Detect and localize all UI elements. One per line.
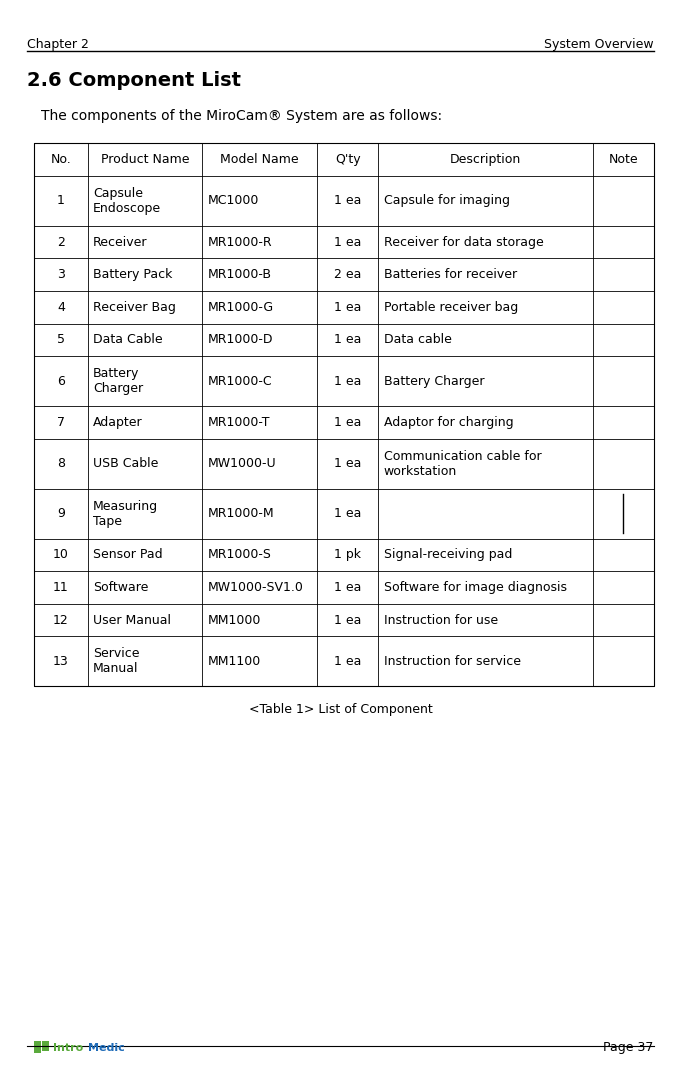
Text: 1: 1 [57,194,65,207]
Text: 1 pk: 1 pk [334,548,361,561]
Text: Instruction for service: Instruction for service [384,655,521,668]
Text: 2: 2 [57,236,65,249]
Text: User Manual: User Manual [93,614,171,627]
Text: MM1100: MM1100 [208,655,261,668]
Text: Medic: Medic [88,1043,125,1052]
Text: 1 ea: 1 ea [334,236,362,249]
Text: 3: 3 [57,268,65,281]
Text: Note: Note [608,153,638,166]
Text: No.: No. [50,153,72,166]
Text: Batteries for receiver: Batteries for receiver [384,268,517,281]
Text: MR1000-R: MR1000-R [208,236,272,249]
Text: MR1000-G: MR1000-G [208,301,274,314]
Text: Chapter 2: Chapter 2 [27,38,89,51]
Text: 9: 9 [57,507,65,520]
Text: MW1000-SV1.0: MW1000-SV1.0 [208,581,304,594]
Text: 1 ea: 1 ea [334,194,362,207]
Text: Service
Manual: Service Manual [93,647,140,675]
Text: Portable receiver bag: Portable receiver bag [384,301,518,314]
Text: MR1000-C: MR1000-C [208,375,272,388]
Text: MM1000: MM1000 [208,614,262,627]
Text: MW1000-U: MW1000-U [208,457,276,470]
Text: MR1000-T: MR1000-T [208,416,270,429]
Text: 4: 4 [57,301,65,314]
Bar [42,1041,48,1050]
Text: System Overview: System Overview [544,38,654,51]
Text: Receiver: Receiver [93,236,148,249]
Text: Software: Software [93,581,148,594]
Text: Adaptor for charging: Adaptor for charging [384,416,513,429]
Text: Signal-receiving pad: Signal-receiving pad [384,548,512,561]
Text: Receiver Bag: Receiver Bag [93,301,176,314]
Text: MR1000-M: MR1000-M [208,507,274,520]
Bar [34,1041,41,1053]
Text: Data Cable: Data Cable [93,333,163,346]
Text: Software for image diagnosis: Software for image diagnosis [384,581,567,594]
Text: 7: 7 [57,416,65,429]
Text: 2 ea: 2 ea [334,268,362,281]
Text: 1 ea: 1 ea [334,581,362,594]
Text: Communication cable for
workstation: Communication cable for workstation [384,450,541,478]
Text: MR1000-S: MR1000-S [208,548,272,561]
Text: 1 ea: 1 ea [334,614,362,627]
Text: 6: 6 [57,375,65,388]
Text: Capsule
Endoscope: Capsule Endoscope [93,187,161,215]
Text: Adapter: Adapter [93,416,143,429]
Text: Model Name: Model Name [221,153,299,166]
Text: 13: 13 [53,655,69,668]
Text: 1 ea: 1 ea [334,416,362,429]
Text: USB Cable: USB Cable [93,457,159,470]
Text: <Table 1> List of Component: <Table 1> List of Component [249,703,432,716]
Text: 1 ea: 1 ea [334,457,362,470]
Text: 12: 12 [53,614,69,627]
Text: Description: Description [450,153,521,166]
Text: 1 ea: 1 ea [334,375,362,388]
Text: MR1000-D: MR1000-D [208,333,273,346]
Bar [34,143,654,686]
Text: The components of the MiroCam® System are as follows:: The components of the MiroCam® System ar… [41,109,442,123]
Text: 10: 10 [53,548,69,561]
Text: Q'ty: Q'ty [335,153,360,166]
Text: 1 ea: 1 ea [334,655,362,668]
Text: Page 37: Page 37 [603,1041,654,1055]
Text: Battery Charger: Battery Charger [384,375,484,388]
Text: 8: 8 [57,457,65,470]
Text: Product Name: Product Name [101,153,189,166]
Text: 5: 5 [57,333,65,346]
Text: Battery Pack: Battery Pack [93,268,172,281]
Text: 11: 11 [53,581,69,594]
Text: Battery
Charger: Battery Charger [93,367,143,395]
Text: 1 ea: 1 ea [334,333,362,346]
Text: Receiver for data storage: Receiver for data storage [384,236,543,249]
Text: Capsule for imaging: Capsule for imaging [384,194,510,207]
Text: 1 ea: 1 ea [334,301,362,314]
Text: MR1000-B: MR1000-B [208,268,272,281]
Text: Sensor Pad: Sensor Pad [93,548,163,561]
Text: 1 ea: 1 ea [334,507,362,520]
Text: 2.6 Component List: 2.6 Component List [27,71,241,89]
Text: Data cable: Data cable [384,333,452,346]
Text: Measuring
Tape: Measuring Tape [93,500,158,528]
Text: MC1000: MC1000 [208,194,259,207]
Text: Intro: Intro [52,1043,83,1052]
Text: Instruction for use: Instruction for use [384,614,498,627]
